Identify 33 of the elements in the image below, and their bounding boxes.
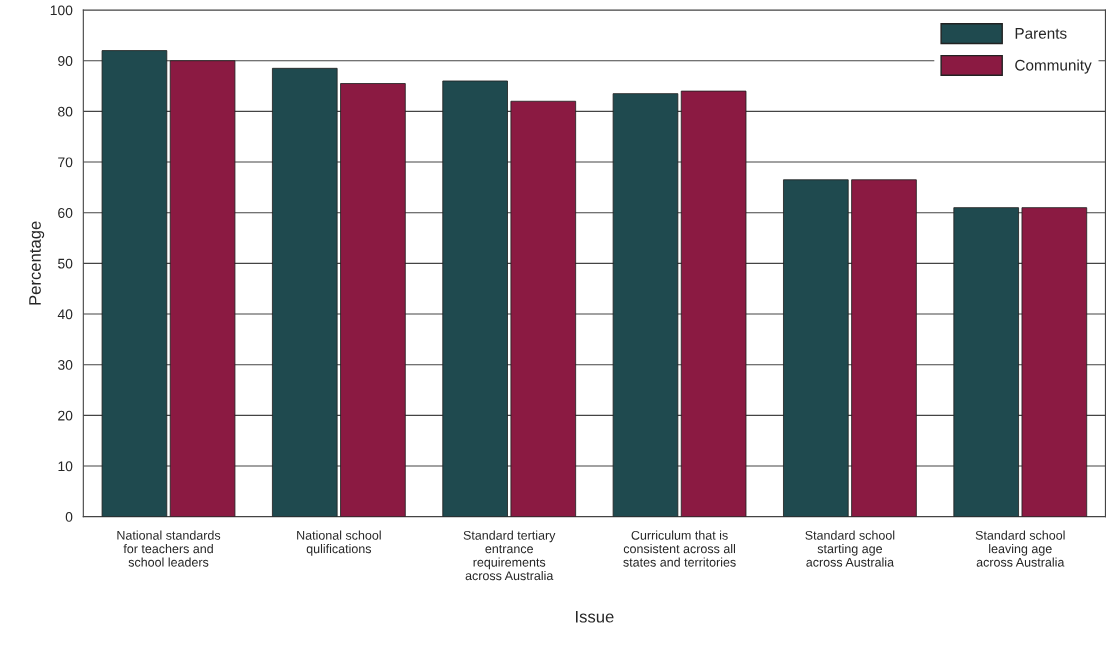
y-tick-label: 100: [50, 5, 73, 16]
y-tick-label: 20: [58, 410, 73, 421]
bar: [510, 100, 577, 517]
bar: [783, 179, 849, 517]
bar: [612, 93, 679, 517]
bar: [169, 60, 236, 517]
y-tick-label: 90: [58, 56, 73, 66]
y-tick-label: 40: [57, 309, 73, 320]
y-tick-label: 60: [58, 208, 73, 218]
bar: [680, 90, 747, 517]
bar: [340, 83, 406, 517]
x-tick-label: National standards for teachers and school leaders: [117, 530, 221, 567]
legend-label: Community: [1015, 59, 1092, 74]
x-axis-title: Issue: [576, 610, 614, 623]
y-tick-label: 0: [65, 512, 73, 522]
bar: [851, 179, 917, 517]
legend-label: Parents: [1015, 28, 1067, 39]
x-tick-label: National school qulifications: [297, 530, 381, 556]
x-tick-label: Curriculum that is consistent across all states and territories: [623, 530, 736, 567]
bar: [272, 67, 338, 517]
y-axis-title: Percentage: [29, 221, 45, 305]
y-tick-label: 50: [58, 258, 73, 269]
y-tick-label: 80: [58, 106, 73, 117]
bar: [953, 207, 1019, 517]
x-tick-label: Standard tertiary entrance requirements across Australia: [463, 530, 556, 581]
bar: [101, 50, 168, 517]
y-tick-label: 30: [57, 360, 73, 370]
x-tick-label: Standard school leaving age across Australia: [975, 530, 1065, 567]
y-tick-label: 70: [58, 157, 73, 168]
y-tick-label: 10: [58, 461, 73, 472]
bar: [442, 80, 508, 517]
x-tick-label: Standard school starting age across Australia: [805, 530, 895, 567]
bar: [1021, 207, 1088, 517]
